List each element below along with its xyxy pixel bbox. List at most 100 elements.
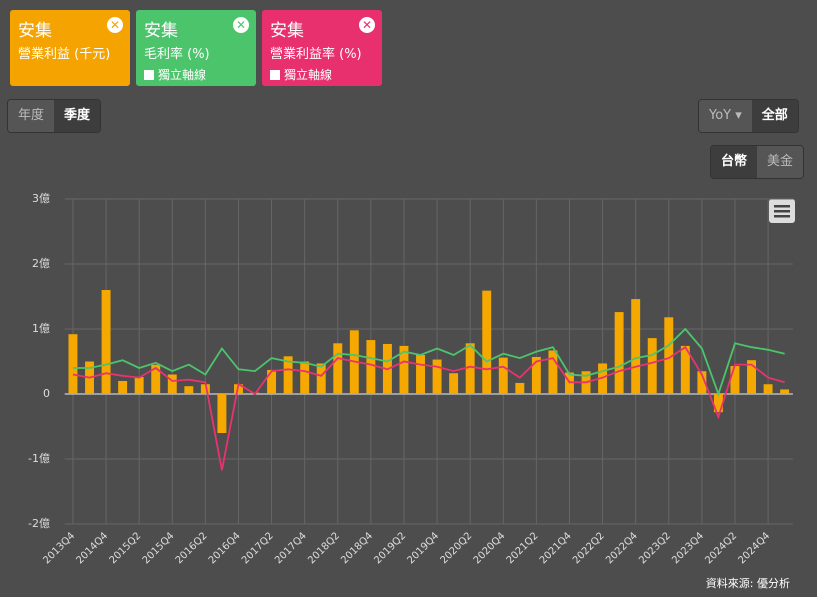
- button[interactable]: 美金: [757, 146, 804, 178]
- x-tick-label: 2018Q2: [306, 530, 342, 566]
- bar: [184, 386, 194, 394]
- legend-title: 安集: [18, 21, 52, 41]
- close-button[interactable]: ✕: [233, 17, 249, 33]
- bar: [498, 357, 508, 394]
- bar: [713, 394, 723, 413]
- bar: [217, 394, 227, 433]
- x-tick-label: 2015Q4: [141, 530, 177, 566]
- bar: [449, 373, 459, 394]
- bar: [200, 384, 210, 394]
- bar: [697, 371, 707, 394]
- bar: [747, 360, 756, 394]
- x-tick-label: 2016Q2: [174, 530, 210, 566]
- dropdown[interactable]: YoY ▾: [699, 100, 752, 132]
- y-tick-label: 2億: [32, 257, 50, 270]
- y-tick-label: 1億: [32, 322, 50, 335]
- bar: [366, 340, 376, 394]
- close-button[interactable]: ✕: [359, 17, 375, 33]
- bar: [399, 345, 409, 394]
- bar: [349, 330, 359, 394]
- bar: [151, 364, 161, 394]
- bar: [300, 361, 310, 394]
- legend-title: 安集: [144, 21, 178, 41]
- legend-card[interactable]: 安集 毛利率 (%) 獨立軸線 ✕: [136, 10, 256, 86]
- bar: [598, 363, 608, 394]
- bar: [432, 359, 442, 394]
- legend-title: 安集: [270, 21, 304, 41]
- x-tick-label: 2017Q2: [240, 530, 276, 566]
- x-tick-label: 2019Q4: [405, 530, 441, 566]
- x-tick-label: 2016Q4: [207, 530, 243, 566]
- bar: [531, 356, 541, 394]
- axis-toggle-label: 獨立軸線: [158, 68, 207, 82]
- bar: [664, 317, 674, 394]
- bar: [382, 343, 392, 394]
- x-tick-label: 2024Q4: [736, 530, 772, 566]
- x-tick-label: 2023Q4: [670, 530, 706, 566]
- bar: [581, 371, 591, 394]
- bar: [730, 366, 740, 394]
- axis-toggle[interactable]: 獨立軸線: [144, 66, 248, 83]
- bar: [134, 377, 144, 394]
- bar: [101, 290, 111, 394]
- legend-entry: 毛利率 (%): [144, 47, 210, 62]
- bar: [234, 384, 243, 394]
- bar: [333, 343, 343, 394]
- bar: [482, 290, 492, 394]
- legend-card[interactable]: 安集 營業利益 (千元) ✕: [10, 10, 130, 86]
- bar: [167, 374, 177, 394]
- bar: [85, 361, 94, 394]
- mode-toggle: YoY ▾ 全部: [698, 99, 799, 133]
- bar: [515, 382, 525, 394]
- button[interactable]: 年度: [8, 100, 55, 132]
- x-tick-label: 2020Q2: [439, 530, 475, 566]
- button[interactable]: 台幣: [711, 146, 758, 178]
- bar: [250, 392, 260, 394]
- legend-entry: 營業利益率 (%): [270, 47, 362, 62]
- bar: [614, 312, 624, 394]
- x-tick-label: 2022Q2: [571, 530, 607, 566]
- x-tick-label: 2013Q4: [41, 530, 77, 566]
- bar: [780, 389, 790, 394]
- bar: [465, 343, 475, 394]
- bar: [565, 372, 574, 394]
- close-button[interactable]: ✕: [107, 17, 123, 33]
- x-tick-label: 2015Q2: [108, 530, 144, 566]
- bar: [680, 345, 690, 394]
- bar: [416, 355, 425, 394]
- axis-toggle[interactable]: 獨立軸線: [270, 66, 374, 83]
- button[interactable]: 季度: [54, 100, 101, 132]
- x-tick-label: 2020Q4: [472, 530, 508, 566]
- x-tick-label: 2014Q4: [74, 530, 110, 566]
- menu-icon[interactable]: [769, 199, 795, 223]
- bar: [283, 356, 293, 394]
- x-tick-label: 2022Q4: [604, 530, 640, 566]
- line: [72, 345, 785, 471]
- bar: [118, 381, 128, 394]
- bar: [68, 334, 78, 394]
- bar: [316, 363, 326, 394]
- currency-toggle: 台幣 美金: [710, 145, 805, 179]
- legend-entry: 營業利益 (千元): [18, 47, 111, 62]
- source: 資料來源: 優分析: [706, 576, 790, 590]
- y-tick-label: -1億: [28, 452, 50, 465]
- y-tick-label: 0: [43, 387, 50, 400]
- period-toggle: 年度 季度: [7, 99, 102, 133]
- line: [73, 327, 785, 397]
- x-tick-label: 2019Q2: [372, 530, 408, 566]
- dropdown-label: YoY: [709, 108, 732, 123]
- bar: [763, 384, 773, 394]
- bar: [631, 299, 641, 394]
- x-tick-label: 2017Q4: [273, 530, 309, 566]
- bar: [267, 369, 277, 394]
- legend-card[interactable]: 安集 營業利益率 (%) 獨立軸線 ✕: [262, 10, 382, 86]
- y-tick-label: 3億: [32, 192, 50, 205]
- button[interactable]: 全部: [751, 100, 798, 132]
- x-tick-label: 2023Q2: [637, 530, 673, 566]
- y-tick-label: -2億: [28, 517, 50, 530]
- x-tick-label: 2021Q2: [505, 530, 541, 566]
- x-tick-label: 2021Q4: [538, 530, 574, 566]
- x-tick-label: 2018Q4: [339, 530, 375, 566]
